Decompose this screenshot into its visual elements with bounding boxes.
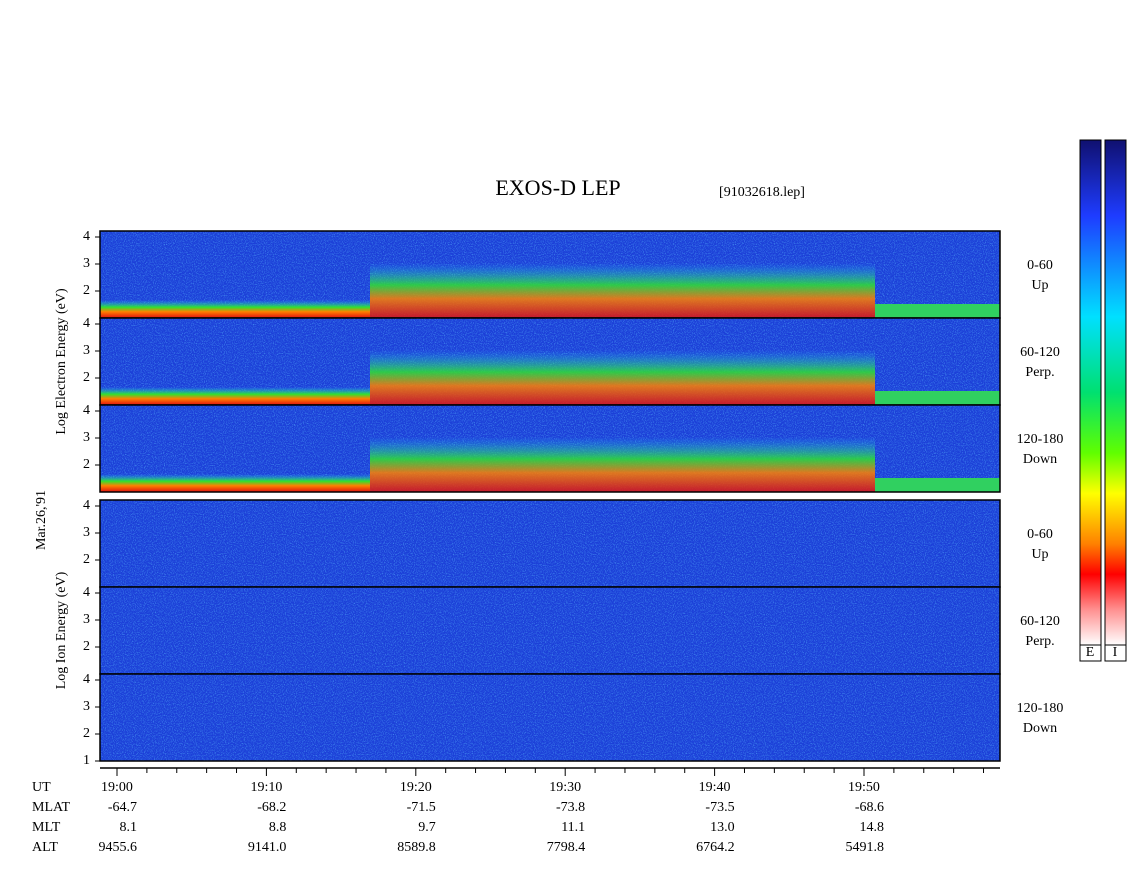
y-tick-label: 4 xyxy=(83,403,90,418)
spectrogram-noise xyxy=(100,587,1000,674)
channel-label: 60-120 xyxy=(1020,345,1060,360)
spectrogram-band xyxy=(875,304,1000,318)
orbit-name: UT xyxy=(32,780,51,795)
channel-label: Down xyxy=(1023,721,1057,736)
spectrogram-band xyxy=(100,474,370,492)
x-tick-label: 19:40 xyxy=(699,780,731,795)
y-tick-label: 2 xyxy=(83,552,90,567)
y-tick-label: 2 xyxy=(83,457,90,472)
orbit-value: 7798.4 xyxy=(547,840,586,855)
y-tick-label: 4 xyxy=(83,498,90,513)
spectrogram-band xyxy=(370,263,875,318)
channel-label: Perp. xyxy=(1025,365,1054,380)
channel-label: Up xyxy=(1031,547,1048,562)
colorbar xyxy=(1079,139,1102,646)
channel-label: Perp. xyxy=(1025,634,1054,649)
y-tick-label: 3 xyxy=(83,699,90,714)
spectrogram-band xyxy=(100,387,370,405)
y-tick-label: 3 xyxy=(83,256,90,271)
orbit-value: 6764.2 xyxy=(696,840,735,855)
spectrogram-noise xyxy=(100,500,1000,587)
orbit-value: 8.8 xyxy=(269,820,287,835)
orbit-value: 9.7 xyxy=(418,820,436,835)
channel-label: 120-180 xyxy=(1017,432,1064,447)
orbit-value: -68.2 xyxy=(257,800,286,815)
orbit-name: ALT xyxy=(32,840,58,855)
orbit-value: 5491.8 xyxy=(846,840,885,855)
y-tick-label: 2 xyxy=(83,639,90,654)
spectrogram-noise xyxy=(100,674,1000,761)
axis-label: Log Electron Energy (eV) xyxy=(54,288,69,435)
orbit-name: MLAT xyxy=(32,800,71,815)
channel-label: 120-180 xyxy=(1017,701,1064,716)
y-tick-label: 4 xyxy=(83,316,90,331)
spectrogram-band xyxy=(875,478,1000,492)
spectrogram-band xyxy=(875,391,1000,405)
title: EXOS-D LEP xyxy=(495,175,620,200)
panel-frame xyxy=(99,404,1001,493)
orbit-name: MLT xyxy=(32,820,61,835)
colorbar-box xyxy=(1104,644,1127,662)
y-tick-label: 1 xyxy=(83,753,90,768)
x-tick-label: 19:10 xyxy=(250,780,282,795)
y-tick-label: 2 xyxy=(83,283,90,298)
x-tick-label: 19:30 xyxy=(549,780,581,795)
channel-label: 0-60 xyxy=(1027,527,1053,542)
x-tick-label: 19:00 xyxy=(101,780,133,795)
colorbar xyxy=(1104,139,1127,646)
channel-label: Down xyxy=(1023,452,1057,467)
y-tick-label: 3 xyxy=(83,525,90,540)
orbit-value: 9141.0 xyxy=(248,840,287,855)
colorbar-label: E xyxy=(1086,645,1095,660)
y-tick-label: 2 xyxy=(83,726,90,741)
orbit-value: -68.6 xyxy=(855,800,884,815)
orbit-value: 11.1 xyxy=(561,820,585,835)
file-name: [91032618.lep] xyxy=(719,185,805,200)
orbit-value: -73.8 xyxy=(556,800,585,815)
x-tick-label: 19:20 xyxy=(400,780,432,795)
orbit-value: 8.1 xyxy=(120,820,138,835)
orbit-value: 13.0 xyxy=(710,820,735,835)
spectrogram-band xyxy=(370,350,875,405)
orbit-value: -73.5 xyxy=(705,800,734,815)
x-tick-label: 19:50 xyxy=(848,780,880,795)
orbit-value: 8589.8 xyxy=(397,840,436,855)
colorbar-label: I xyxy=(1113,645,1118,660)
orbit-value: 14.8 xyxy=(860,820,885,835)
channel-label: 60-120 xyxy=(1020,614,1060,629)
spectrogram-band xyxy=(100,300,370,318)
orbit-value: 9455.6 xyxy=(99,840,138,855)
date: Mar.26,'91 xyxy=(34,490,49,550)
channel-label: Up xyxy=(1031,278,1048,293)
orbit-value: -71.5 xyxy=(407,800,436,815)
colorbar-box xyxy=(1079,644,1102,662)
y-tick-label: 4 xyxy=(83,585,90,600)
orbit-value: -64.7 xyxy=(108,800,137,815)
y-tick-label: 4 xyxy=(83,672,90,687)
spectrogram-band xyxy=(370,437,875,492)
y-tick-label: 3 xyxy=(83,612,90,627)
axis-label: Log Ion Energy (eV) xyxy=(54,571,69,689)
y-tick-label: 4 xyxy=(83,229,90,244)
y-tick-label: 3 xyxy=(83,343,90,358)
panel-frame xyxy=(99,673,1001,762)
channel-label: 0-60 xyxy=(1027,258,1053,273)
y-tick-label: 2 xyxy=(83,370,90,385)
y-tick-label: 3 xyxy=(83,430,90,445)
